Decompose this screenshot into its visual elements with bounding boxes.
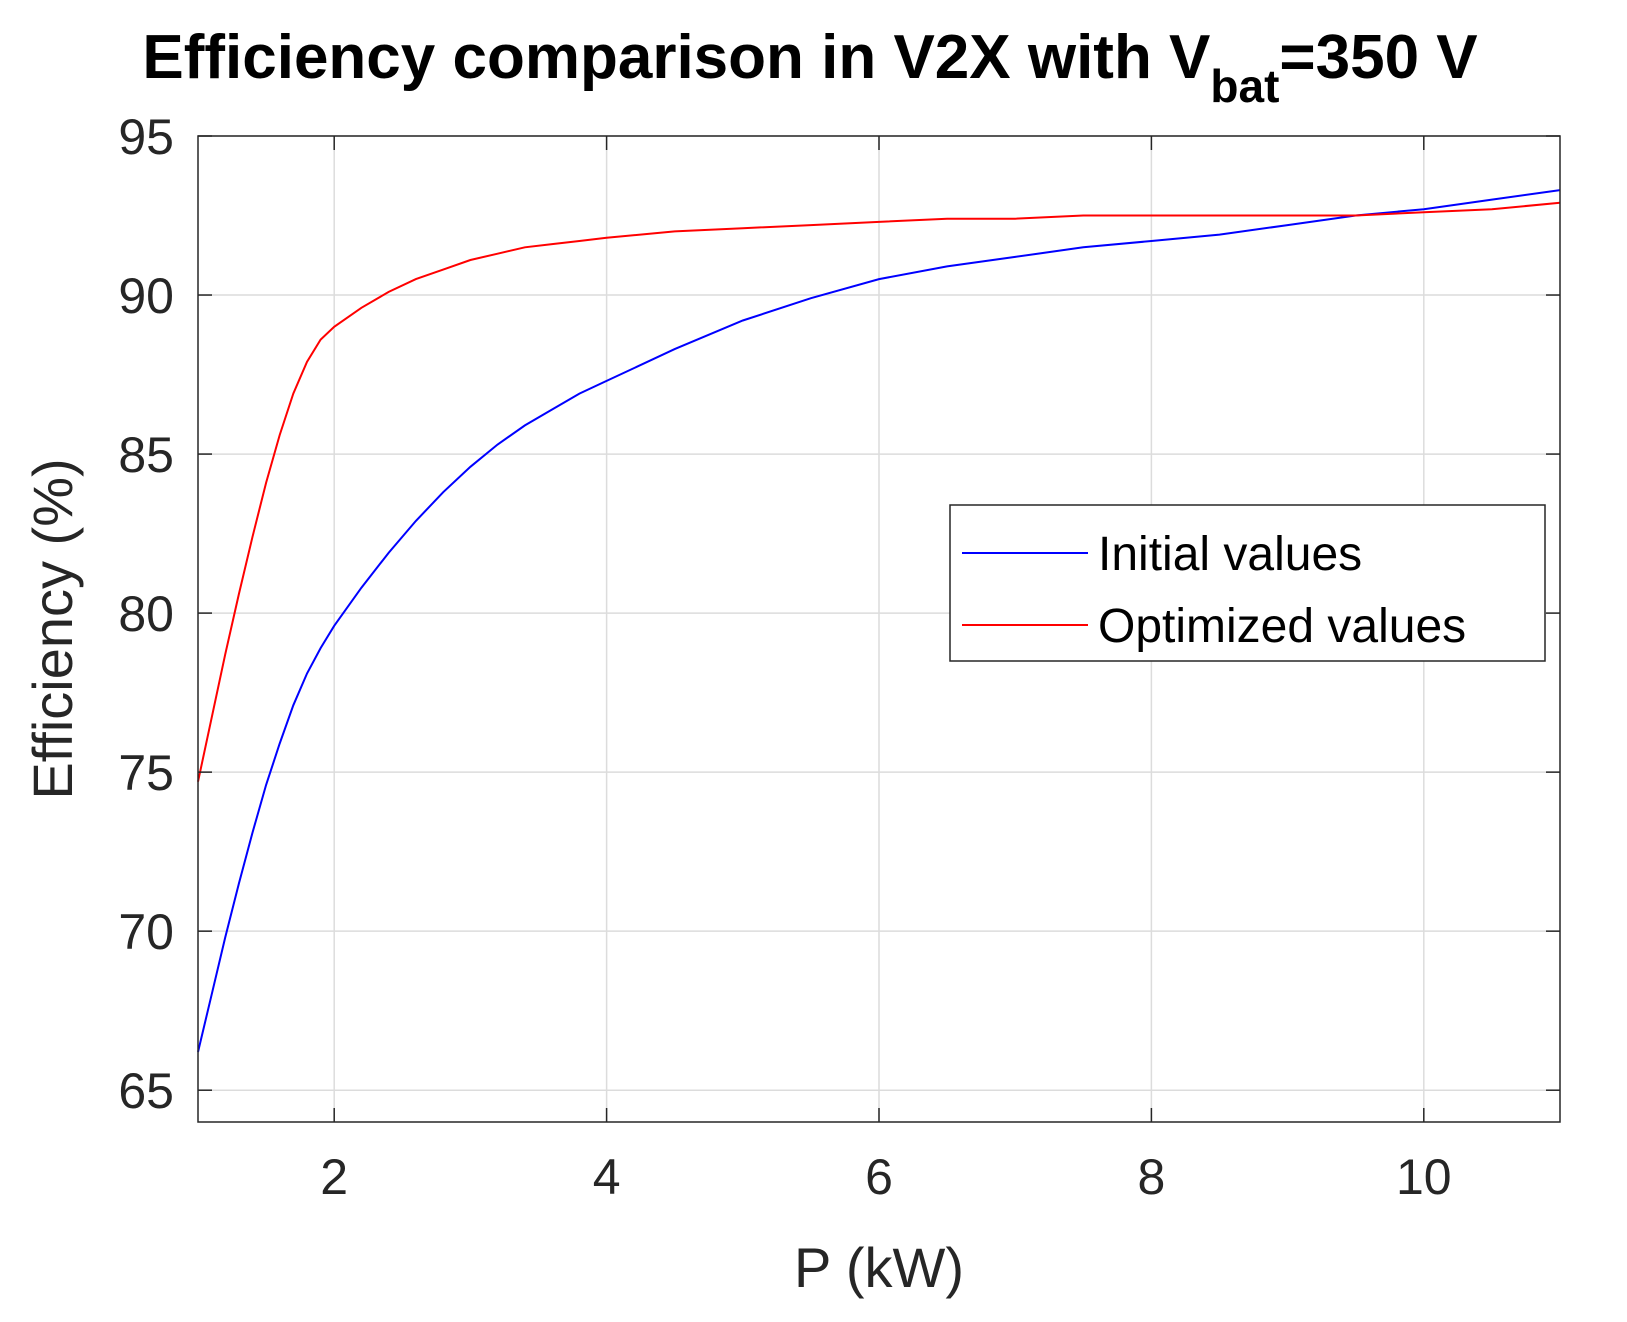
- y-tick-label: 90: [118, 268, 174, 324]
- y-tick-label: 80: [118, 586, 174, 642]
- series-line-optimized-values: [197, 201, 1561, 782]
- y-tick-label: 75: [118, 745, 174, 801]
- x-tick-label: 8: [1137, 1149, 1165, 1205]
- legend-box: [949, 504, 1546, 662]
- x-axis-label: P (kW): [794, 1236, 964, 1299]
- x-tick-label: 2: [320, 1149, 348, 1205]
- legend-label-optimized-values: Optimized values: [1098, 600, 1466, 653]
- y-axis-label: Efficiency (%): [21, 458, 84, 799]
- legend-label-initial-values: Initial values: [1098, 528, 1362, 581]
- chart-title: Efficiency comparison in V2X with Vbat=3…: [142, 23, 1477, 112]
- tick-label-layer: 2 4 6 8 10 65 70 75 80 85 90 95: [118, 109, 1451, 1205]
- x-tick-label: 6: [865, 1149, 893, 1205]
- x-tick-label: 10: [1396, 1149, 1452, 1205]
- legend: Initial values Optimized values: [949, 504, 1546, 662]
- x-tick-label: 4: [593, 1149, 621, 1205]
- series-line-initial-values: [197, 189, 1561, 1053]
- chart-title-subscript: bat: [1210, 60, 1279, 112]
- y-tick-label: 85: [118, 427, 174, 483]
- chart-title-suffix: =350 V: [1279, 23, 1477, 92]
- tick-layer: [198, 135, 1560, 1122]
- y-tick-label: 65: [118, 1063, 174, 1119]
- series-layer: [197, 189, 1561, 1053]
- chart-title-main: Efficiency comparison in V2X with V: [142, 23, 1210, 92]
- y-tick-label: 70: [118, 904, 174, 960]
- y-tick-label: 95: [118, 109, 174, 165]
